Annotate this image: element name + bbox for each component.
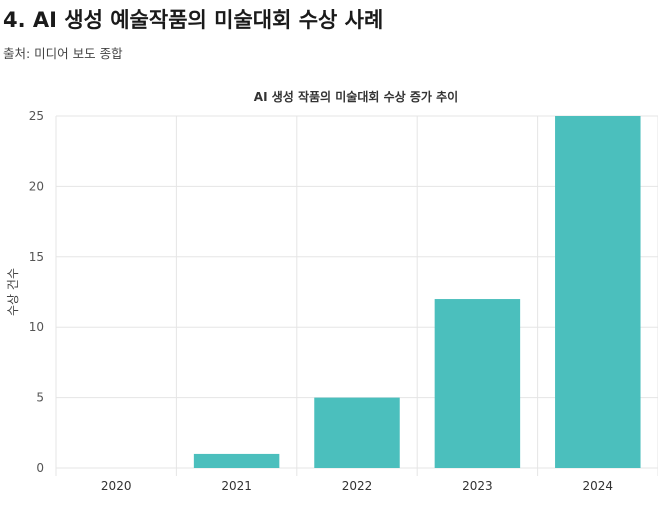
page-heading: 4. AI 생성 예술작품의 미술대회 수상 사례 xyxy=(3,8,384,32)
y-tick-label: 10 xyxy=(29,320,44,334)
grid-lines xyxy=(55,115,658,476)
tick-labels: 0 5 10 15 20 25 2020 2021 2022 2023 2024 xyxy=(29,109,613,493)
bars xyxy=(193,116,641,468)
bar-chart: AI 생성 작품의 미술대회 수상 증가 추이 수상 건수 0 5 10 15 20 25… xyxy=(6,89,658,493)
x-tick-label: 2021 xyxy=(221,479,252,493)
chart-container: AI 생성 작품의 미술대회 수상 증가 추이 수상 건수 0 5 10 15 20 25… xyxy=(0,80,658,516)
bar-2024 xyxy=(555,116,641,468)
x-tick-label: 2022 xyxy=(342,479,373,493)
source-note: 출처: 미디어 보도 종합 xyxy=(3,46,123,61)
y-tick-label: 20 xyxy=(29,179,44,193)
y-tick-label: 5 xyxy=(36,391,44,405)
bar-2022 xyxy=(314,397,400,468)
y-tick-label: 25 xyxy=(29,109,44,123)
x-tick-label: 2023 xyxy=(462,479,493,493)
bar-2021 xyxy=(193,453,280,468)
y-tick-label: 15 xyxy=(29,250,44,264)
y-axis-label: 수상 건수 xyxy=(6,268,20,316)
x-tick-label: 2020 xyxy=(101,479,132,493)
x-tick-label: 2024 xyxy=(583,479,614,493)
y-tick-label: 0 xyxy=(36,461,44,475)
bar-2023 xyxy=(434,299,521,468)
chart-title: AI 생성 작품의 미술대회 수상 증가 추이 xyxy=(254,89,458,104)
